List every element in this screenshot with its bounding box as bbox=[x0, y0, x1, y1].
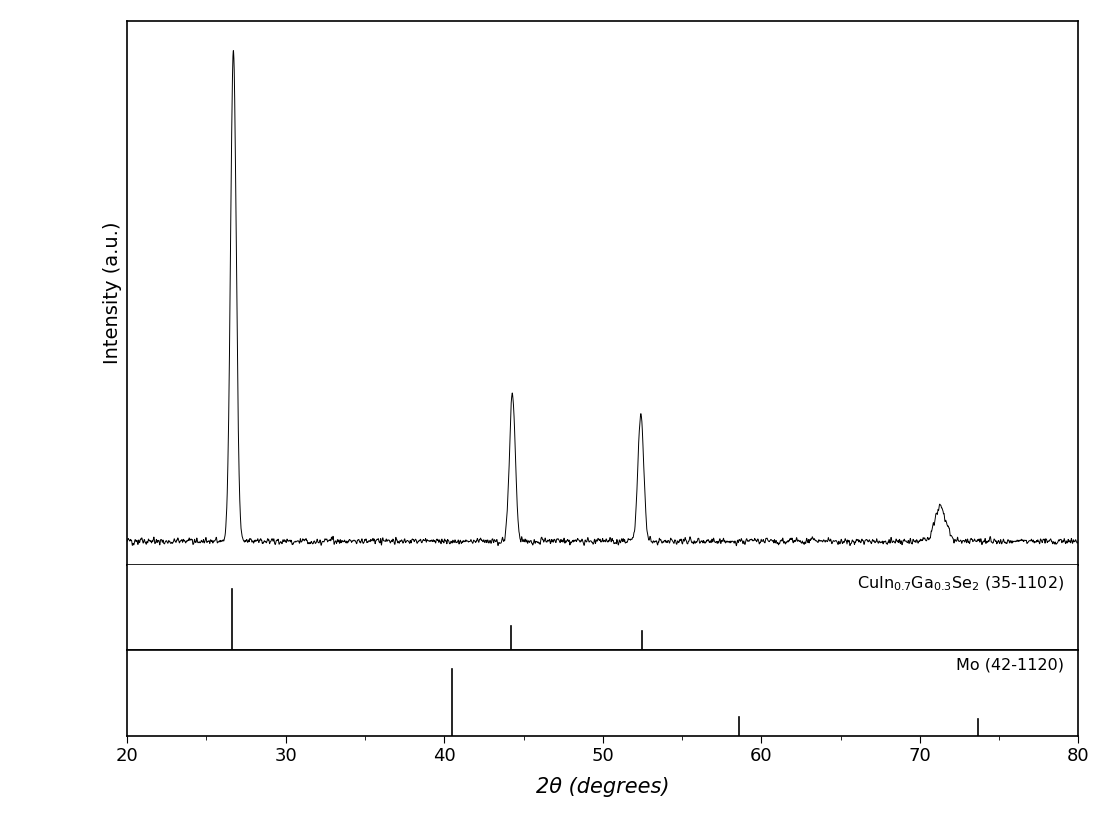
X-axis label: 2θ (degrees): 2θ (degrees) bbox=[536, 777, 669, 797]
Y-axis label: Intensity (a.u.): Intensity (a.u.) bbox=[103, 221, 122, 364]
Text: CuIn$_{0.7}$Ga$_{0.3}$Se$_2$ (35-1102): CuIn$_{0.7}$Ga$_{0.3}$Se$_2$ (35-1102) bbox=[857, 575, 1064, 593]
Text: Mo (42-1120): Mo (42-1120) bbox=[956, 657, 1064, 672]
